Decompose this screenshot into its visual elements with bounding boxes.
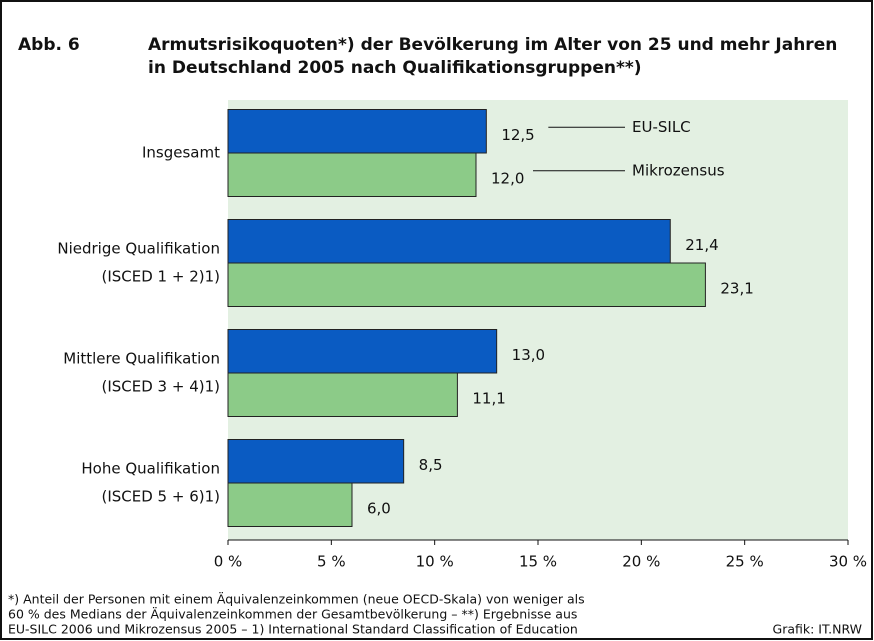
bar: [227, 482, 353, 527]
value-label: 12,5: [501, 126, 534, 144]
chart-title: in Deutschland 2005 nach Qualifikationsg…: [148, 58, 642, 78]
category-label: (ISCED 1 + 2)1): [101, 268, 220, 286]
x-tick-label: 20 %: [622, 553, 660, 571]
x-tick-label: 25 %: [726, 553, 764, 571]
legend-label: Mikrozensus: [632, 161, 725, 179]
value-label: 23,1: [720, 279, 753, 297]
category-label: Mittlere Qualifikation: [63, 350, 220, 368]
legend-label: EU-SILC: [632, 118, 691, 136]
value-label: 12,0: [491, 169, 524, 187]
x-tick-label: 0 %: [214, 553, 243, 571]
category-label: (ISCED 3 + 4)1): [101, 378, 220, 396]
bar: [227, 152, 477, 197]
source: Grafik: IT.NRW: [773, 622, 862, 637]
value-label: 8,5: [419, 456, 443, 474]
category-label: Niedrige Qualifikation: [57, 240, 220, 258]
chart-title: Armutsrisikoquoten*) der Bevölkerung im …: [148, 35, 837, 55]
category-label: Hohe Qualifikation: [81, 460, 220, 478]
x-tick-label: 5 %: [317, 553, 346, 571]
x-tick-label: 10 %: [416, 553, 454, 571]
value-label: 13,0: [512, 346, 545, 364]
footnote: 60 % des Medians der Äquivalenzeinkommen…: [8, 607, 577, 622]
bar: [227, 219, 671, 264]
value-label: 6,0: [367, 499, 391, 517]
bar: [227, 439, 405, 484]
x-tick-label: 30 %: [829, 553, 867, 571]
x-tick-label: 15 %: [519, 553, 557, 571]
footnote: *) Anteil der Personen mit einem Äquival…: [8, 592, 585, 607]
bar: [227, 262, 706, 307]
category-label: Insgesamt: [142, 144, 220, 162]
value-label: 11,1: [472, 389, 505, 407]
bar: [227, 109, 487, 154]
value-label: 21,4: [685, 236, 718, 254]
footnote: EU-SILC 2006 und Mikrozensus 2005 – 1) I…: [8, 622, 578, 637]
category-label: (ISCED 5 + 6)1): [101, 488, 220, 506]
figure-label: Abb. 6: [18, 35, 80, 55]
bar: [227, 329, 498, 374]
bar: [227, 372, 458, 417]
